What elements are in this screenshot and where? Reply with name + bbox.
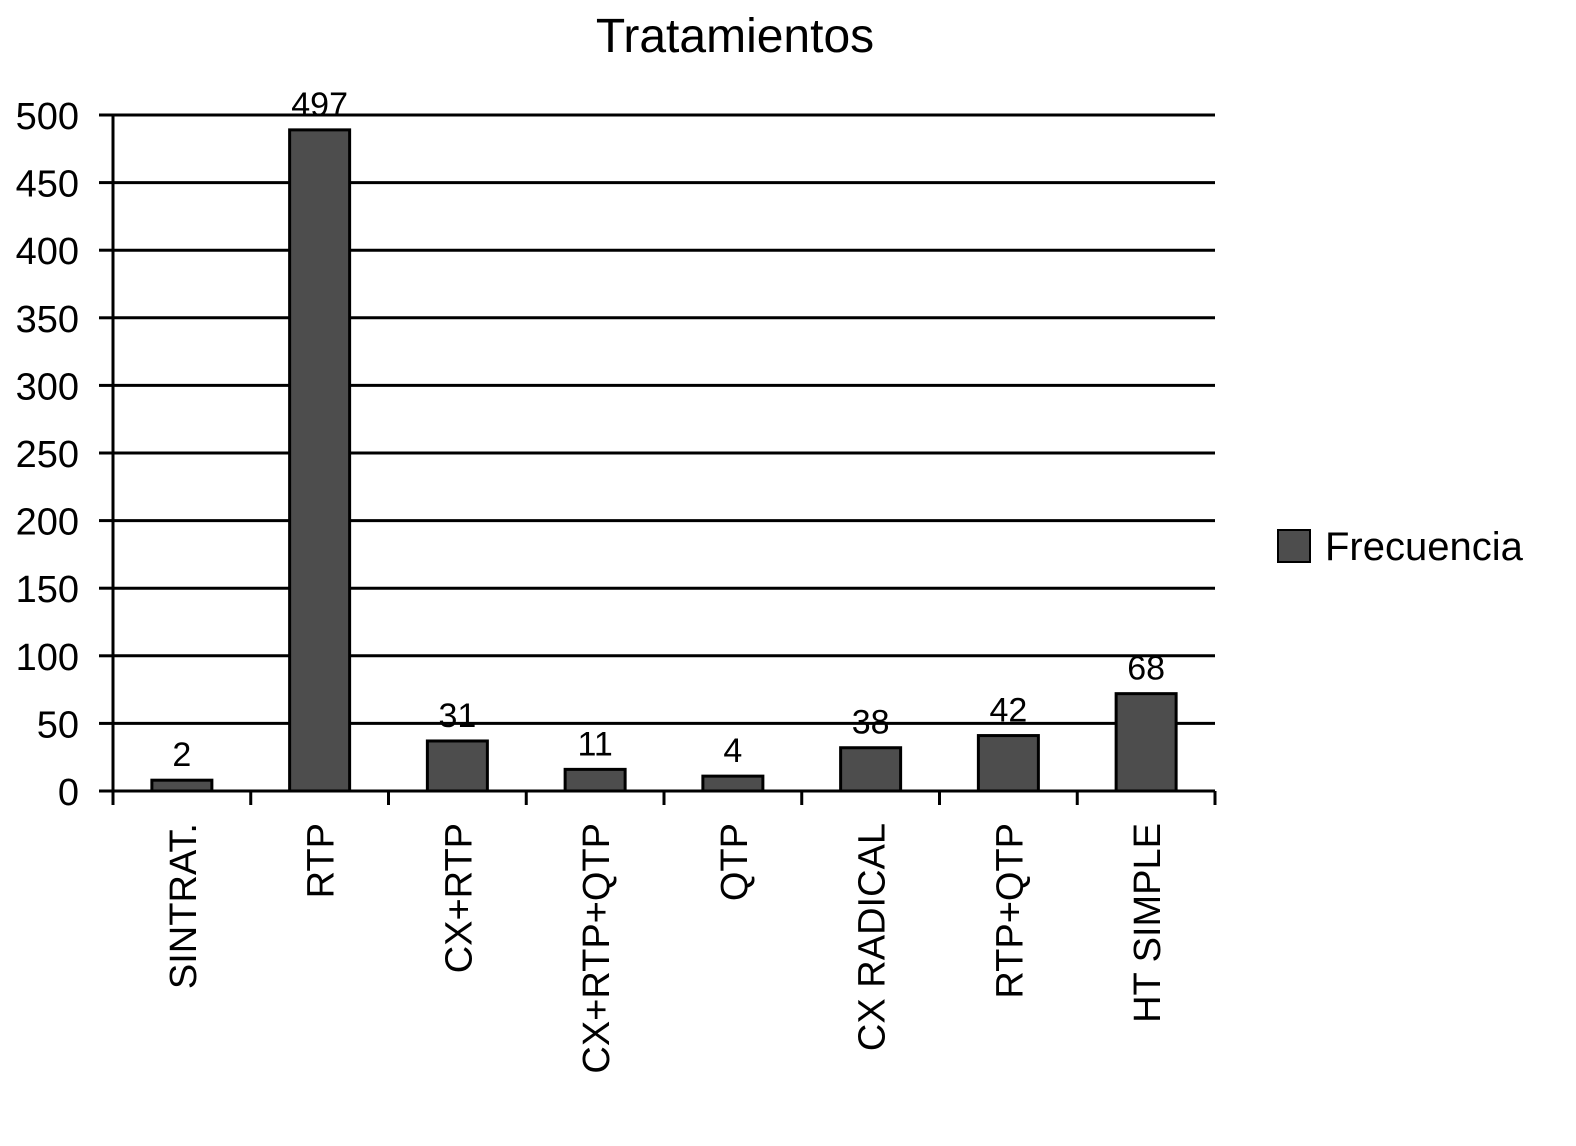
y-tick-label-0: 0 [58,772,79,814]
legend: Frecuencia [1277,525,1524,569]
y-axis-tick-labels: 0 50 100 150 200 250 300 350 400 450 500 [16,96,79,814]
bar-6 [976,734,1040,793]
bar-7 [1114,692,1178,793]
bar-3 [563,767,627,793]
y-tick-label-350: 350 [16,299,79,341]
legend-label-frecuencia: Frecuencia [1325,525,1524,569]
x-category-label-2: CX+RTP [438,823,480,973]
data-label-2: 31 [438,697,476,735]
x-category-label-3: CX+RTP+QTP [576,823,618,1074]
y-tick-label-500: 500 [16,96,79,138]
x-category-label-5: CX RADICAL [852,823,894,1051]
bar-0 [150,778,214,793]
x-category-label-0: SINTRAT. [163,823,205,989]
data-label-6: 42 [989,692,1027,730]
y-tick-label-100: 100 [16,637,79,679]
y-tick-label-400: 400 [16,231,79,273]
bar-2 [425,739,489,793]
x-category-label-4: QTP [714,823,756,901]
bar-5 [839,746,903,793]
data-label-3: 11 [577,725,612,763]
data-label-5: 38 [852,704,890,742]
data-label-7: 68 [1127,650,1165,688]
x-category-label-7: HT SIMPLE [1127,823,1169,1023]
y-tick-label-150: 150 [16,569,79,611]
bar-1 [288,128,352,793]
legend-swatch-frecuencia [1277,529,1311,563]
gridlines [113,113,1215,725]
y-tick-label-50: 50 [37,704,79,746]
data-label-4: 4 [723,732,742,770]
data-label-1: 497 [291,86,348,124]
y-tick-label-300: 300 [16,366,79,408]
x-category-label-6: RTP+QTP [989,823,1031,999]
data-labels: 2 497 31 11 4 38 42 68 [172,86,1165,774]
x-category-label-1: RTP [301,823,343,898]
bar-4 [701,774,765,793]
y-tick-label-450: 450 [16,164,79,206]
data-label-0: 2 [172,736,191,774]
axes [99,113,1217,805]
bars [150,128,1178,793]
chart-title: Tratamientos [596,10,874,63]
x-axis-category-labels: SINTRAT. RTP CX+RTP CX+RTP+QTP QTP CX RADICAL… [163,823,1169,1074]
y-tick-label-250: 250 [16,434,79,476]
y-tick-label-200: 200 [16,502,79,544]
